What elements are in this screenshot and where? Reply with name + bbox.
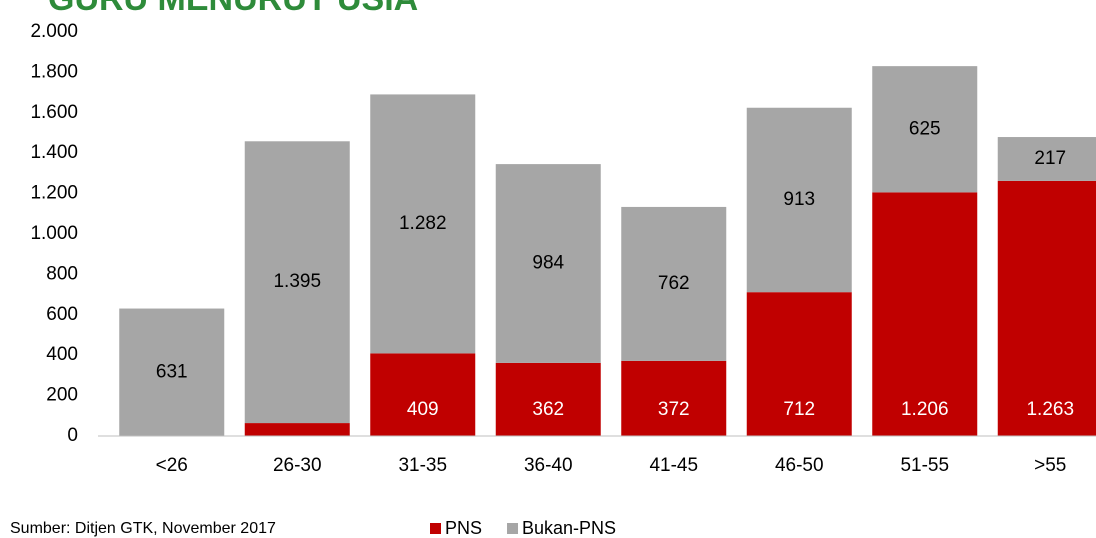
chart-title: GURU MENURUT USIA <box>48 0 418 18</box>
x-tick-label: >55 <box>1034 455 1066 476</box>
y-tick-label: 0 <box>67 425 78 446</box>
y-tick-label: 400 <box>46 344 78 365</box>
y-tick-label: 800 <box>46 263 78 284</box>
bar-segment <box>997 137 1096 181</box>
data-label: 1.206 <box>901 399 949 420</box>
x-tick-label: 26-30 <box>273 455 322 476</box>
bar-segment <box>495 164 601 363</box>
data-label: 362 <box>532 399 564 420</box>
bar-segment <box>244 423 350 436</box>
legend-swatch <box>430 523 441 534</box>
data-label: 913 <box>783 189 815 210</box>
y-tick-label: 600 <box>46 304 78 325</box>
data-label: 372 <box>658 399 690 420</box>
data-label: 625 <box>909 118 941 139</box>
source-note: Sumber: Ditjen GTK, November 2017 <box>10 520 276 537</box>
data-label: 409 <box>407 399 439 420</box>
bar-segment <box>370 94 476 354</box>
data-label: 1.395 <box>273 271 321 292</box>
legend-swatch <box>507 523 519 534</box>
bar-segment <box>495 362 601 436</box>
x-tick-label: 41-45 <box>649 455 698 476</box>
data-label: 984 <box>532 253 564 274</box>
bar-segment <box>997 180 1096 436</box>
bar-segment <box>119 308 225 436</box>
bar-segment <box>746 292 852 436</box>
x-tick-label: 46-50 <box>775 455 824 476</box>
bar-segment <box>621 206 727 361</box>
data-label: 631 <box>156 361 188 382</box>
legend-label: Bukan-PNS <box>522 518 616 538</box>
y-tick-label: 1.800 <box>30 61 78 82</box>
y-tick-label: 1.200 <box>30 183 78 204</box>
bar-segment <box>244 141 350 424</box>
data-label: 1.263 <box>1026 399 1074 420</box>
data-label: 217 <box>1034 148 1066 169</box>
bar-segment <box>746 107 852 293</box>
data-label: 762 <box>658 273 690 294</box>
data-label: 1.282 <box>399 213 447 234</box>
x-tick-label: 51-55 <box>900 455 949 476</box>
y-tick-label: 200 <box>46 385 78 406</box>
bar-segment <box>872 192 978 436</box>
legend-label: PNS <box>445 518 482 538</box>
bar-segment <box>370 353 476 436</box>
bar-segment <box>621 360 727 436</box>
x-tick-label: <26 <box>156 455 188 476</box>
y-tick-label: 1.400 <box>30 142 78 163</box>
y-tick-label: 2.000 <box>30 21 78 42</box>
x-tick-label: 31-35 <box>398 455 447 476</box>
x-tick-label: 36-40 <box>524 455 573 476</box>
y-tick-label: 1.600 <box>30 102 78 123</box>
data-label: 712 <box>783 399 815 420</box>
bar-segment <box>872 66 978 193</box>
y-tick-label: 1.000 <box>30 223 78 244</box>
